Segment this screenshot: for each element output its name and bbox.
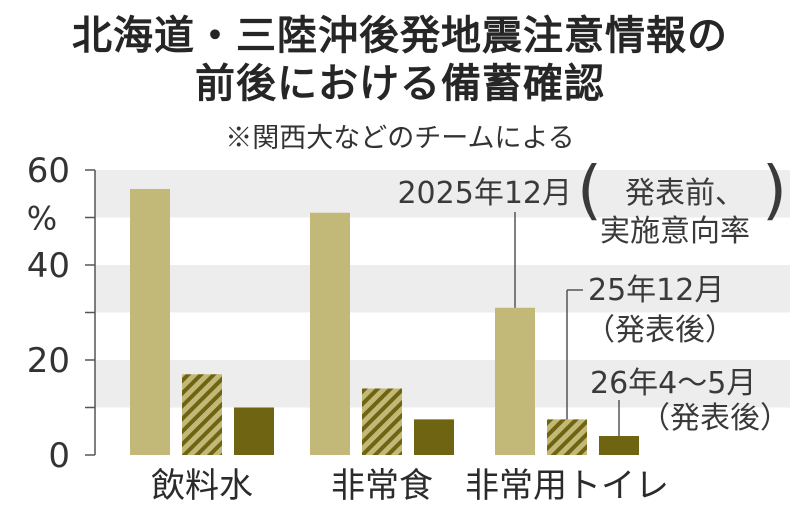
bar-1-3 [234, 407, 274, 455]
bar-1-2 [182, 374, 222, 455]
bar-3-2 [547, 419, 587, 455]
series-3-note: （発表後） [640, 401, 790, 436]
chart-subtitle: ※関西大などのチームによる [225, 123, 575, 154]
paren-left: ( [577, 154, 602, 228]
grid-band [95, 265, 790, 313]
y-tick-label: 60 [27, 151, 70, 191]
y-tick-label: 40 [27, 246, 70, 286]
bar-2-3 [414, 419, 454, 455]
series-2-note: （発表後） [585, 313, 735, 348]
series-3-label: 26年4～5月 [590, 366, 756, 401]
series-1-label: 2025年12月 [397, 176, 572, 211]
grid-band [95, 170, 790, 218]
bar-3-1 [495, 307, 535, 455]
bar-3-3 [599, 436, 639, 455]
category-label: 飲料水 [151, 466, 253, 506]
y-axis-unit: % [27, 200, 57, 238]
category-label: 非常食 [331, 466, 433, 506]
paren-right: ) [762, 154, 787, 228]
y-tick-label: 0 [48, 436, 70, 476]
chart-title-line-2: 前後における備蓄確認 [195, 61, 605, 107]
category-label: 非常用トイレ [465, 466, 669, 506]
series-1-note-line-2: 実施意向率 [600, 214, 750, 249]
bar-2-2 [362, 388, 402, 455]
series-2-label: 25年12月 [588, 273, 724, 308]
chart-title-line-1: 北海道・三陸沖後発地震注意情報の [72, 13, 728, 59]
series-1-note-line-1: 発表前、 [625, 176, 745, 211]
bar-2-1 [310, 212, 350, 455]
y-tick-label: 20 [27, 341, 70, 381]
bar-1-1 [130, 189, 170, 455]
